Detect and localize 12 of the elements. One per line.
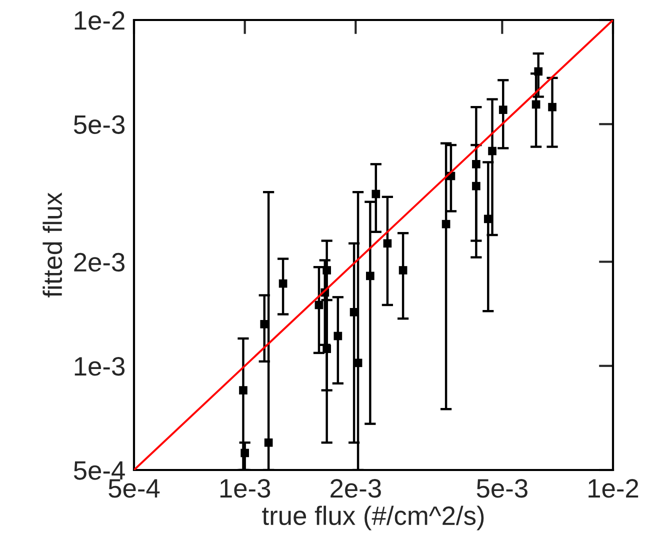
x-tick-label: 2e-3 bbox=[330, 479, 381, 498]
y-axis-title: fitted flux bbox=[42, 192, 62, 298]
y-tick-label: 5e-3 bbox=[74, 115, 125, 134]
x-tick-label: 1e-2 bbox=[588, 479, 638, 498]
y-tick-label: 1e-2 bbox=[74, 11, 124, 30]
x-axis-title: true flux (#/cm^2/s) bbox=[262, 506, 484, 530]
y-tick-label: 5e-4 bbox=[74, 461, 125, 480]
x-tick-label: 5e-3 bbox=[476, 479, 528, 498]
x-tick-label: 1e-3 bbox=[220, 479, 270, 498]
x-tick-label: 5e-4 bbox=[108, 479, 160, 498]
y-tick-label: 1e-3 bbox=[74, 357, 125, 376]
y-tick-label: 2e-3 bbox=[74, 252, 125, 272]
